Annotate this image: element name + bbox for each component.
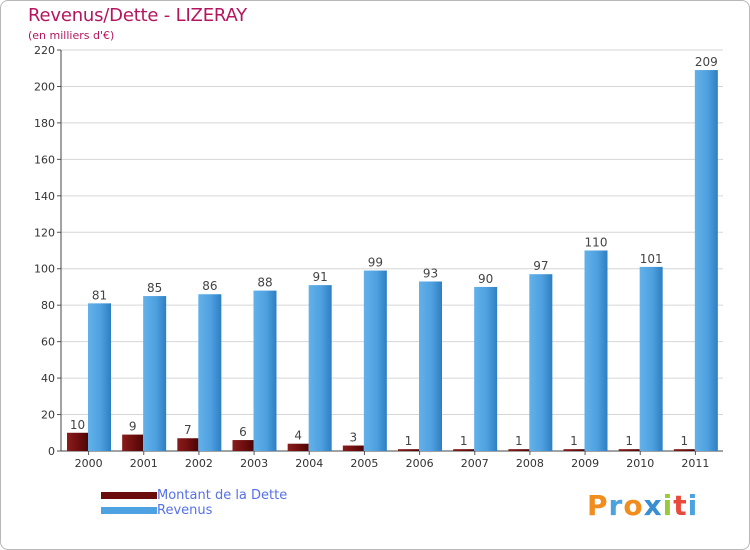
bar-revenus-2006 [419,281,442,451]
bar-debt-2006 [398,449,419,451]
chart-title: Revenus/Dette - LIZERAY [28,5,247,26]
x-tick-label: 2009 [571,457,599,470]
y-tick-label: 40 [41,372,55,385]
data-label-revenus-2003: 88 [257,276,272,290]
bar-debt-2005 [342,445,364,451]
data-label-revenus-2010: 101 [640,252,663,266]
data-label-debt-2006: 1 [405,434,413,448]
data-label-debt-2004: 4 [294,429,302,443]
x-tick-label: 2003 [240,457,268,470]
x-tick-label: 2001 [130,457,158,470]
bar-revenus-2000 [88,303,111,451]
bar-debt-2007 [453,449,475,451]
x-tick-label: 2011 [681,457,709,470]
data-label-debt-2007: 1 [460,434,468,448]
y-tick-label: 200 [34,80,55,93]
x-tick-label: 2008 [516,457,544,470]
x-tick-label: 2005 [350,457,378,470]
data-label-revenus-2000: 81 [92,288,107,302]
bar-revenus-2002 [198,294,222,451]
proxiti-logo: Proxiti [587,489,698,522]
axes: 0 20 40 60 80 100 120 140 160 180 200 220 2000 2001 20… [34,44,723,470]
data-label-revenus-2005: 99 [368,256,383,270]
bar-debt-2004 [287,443,309,451]
data-label-debt-2000: 10 [70,418,85,432]
data-label-debt-2003: 6 [239,425,247,439]
bar-revenus-2010 [639,266,663,451]
bar-debt-2009 [563,449,585,451]
data-label-revenus-2001: 85 [147,281,162,295]
bar-debt-2011 [673,449,695,451]
x-tick-label: 2010 [626,457,654,470]
legend-swatch-debt [101,491,157,499]
data-label-debt-2008: 1 [515,434,523,448]
data-label-debt-2001: 9 [129,420,137,434]
legend-item-revenus: Revenus [101,502,212,518]
bar-revenus-2011 [694,70,718,452]
bar-debt-2000 [67,432,88,451]
data-label-debt-2005: 3 [350,431,358,445]
bar-revenus-2004 [308,285,332,451]
data-label-revenus-2007: 90 [478,272,493,286]
y-tick-label: 180 [34,117,55,130]
bar-revenus-2007 [474,286,498,451]
logo-letter: r [608,489,624,522]
data-label-debt-2002: 7 [184,423,192,437]
legend-label-revenus: Revenus [157,502,213,518]
y-tick-label: 100 [34,263,55,276]
legend-label-debt: Montant de la Dette [157,487,288,503]
bar-debt-2002 [177,438,199,451]
y-tick-label: 60 [41,336,55,349]
legend-item-debt: Montant de la Dette [101,487,287,503]
chart-subtitle: (en milliers d'€) [28,29,115,42]
data-label-revenus-2004: 91 [313,270,328,284]
data-label-revenus-2009: 110 [585,236,608,250]
logo-letter: i [662,489,674,522]
data-label-debt-2009: 1 [570,434,578,448]
y-tick-label: 20 [41,409,55,422]
data-label-revenus-2002: 86 [202,279,217,293]
bar-revenus-2008 [529,274,553,451]
x-tick-label: 2004 [295,457,323,470]
logo-letter: o [623,489,644,522]
data-label-debt-2011: 1 [681,434,689,448]
logo-letter: t [673,489,688,522]
x-tick-label: 2007 [461,457,489,470]
bar-debt-2003 [232,440,254,451]
bar-debt-2010 [618,449,640,451]
logo-letter: P [587,489,609,522]
bars [67,70,718,452]
data-labels: 10 81 9 85 7 86 6 88 4 91 3 99 1 93 1 90 1 97 1 110 1 101 1 209 [70,55,718,448]
y-tick-label: 220 [34,44,55,57]
grid-lines [61,49,723,416]
bar-revenus-2009 [584,250,608,451]
bar-debt-2008 [508,449,530,451]
logo-letter: x [643,489,663,522]
x-tick-label: 2006 [406,457,434,470]
data-label-revenus-2008: 97 [533,259,548,273]
bar-revenus-2001 [143,296,167,451]
y-tick-label: 160 [34,153,55,166]
x-tick-label: 2002 [185,457,213,470]
y-tick-label: 140 [34,190,55,203]
data-label-revenus-2006: 93 [423,266,438,280]
data-label-debt-2010: 1 [625,434,633,448]
x-tick-label: 2000 [75,457,103,470]
legend-swatch-revenus [101,506,157,514]
bar-debt-2001 [122,434,144,451]
y-tick-label: 120 [34,226,55,239]
logo-letter: i [687,489,699,522]
y-tick-label: 80 [41,299,55,312]
y-tick-label: 0 [48,445,55,458]
bar-revenus-2005 [363,270,387,451]
bar-revenus-2003 [253,290,277,451]
data-label-revenus-2011: 209 [695,55,718,69]
